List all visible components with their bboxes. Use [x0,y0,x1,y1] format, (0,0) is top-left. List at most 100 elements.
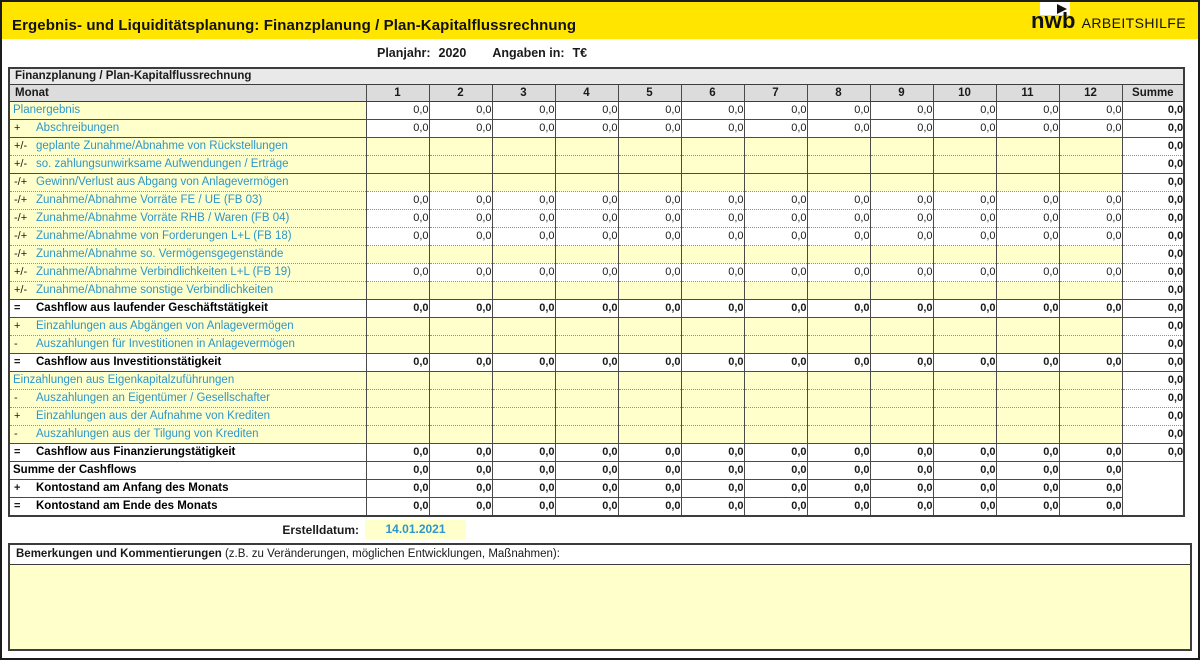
month-cell-6[interactable]: 0,0 [680,497,744,517]
month-cell-6[interactable] [680,173,744,192]
month-cell-8[interactable]: 0,0 [806,263,870,282]
month-cell-12[interactable] [1058,281,1122,300]
month-cell-2[interactable]: 0,0 [428,101,492,120]
month-cell-4[interactable]: 0,0 [554,101,618,120]
month-cell-4[interactable]: 0,0 [554,227,618,246]
month-cell-4[interactable] [554,335,618,354]
month-cell-4[interactable]: 0,0 [554,119,618,138]
month-cell-12[interactable] [1058,155,1122,174]
month-cell-8[interactable]: 0,0 [806,353,870,372]
month-cell-8[interactable] [806,173,870,192]
month-cell-10[interactable]: 0,0 [932,191,996,210]
month-cell-5[interactable]: 0,0 [617,119,681,138]
month-cell-1[interactable] [365,371,429,390]
sum-cell[interactable]: 0,0 [1121,119,1185,138]
month-cell-4[interactable] [554,155,618,174]
month-cell-3[interactable]: 0,0 [491,101,555,120]
month-cell-2[interactable] [428,281,492,300]
month-cell-8[interactable] [806,425,870,444]
month-cell-2[interactable] [428,407,492,426]
month-cell-12[interactable]: 0,0 [1058,101,1122,120]
month-cell-9[interactable] [869,245,933,264]
month-cell-9[interactable]: 0,0 [869,119,933,138]
month-cell-9[interactable]: 0,0 [869,443,933,462]
month-cell-5[interactable]: 0,0 [617,263,681,282]
month-cell-12[interactable]: 0,0 [1058,299,1122,318]
month-cell-4[interactable]: 0,0 [554,353,618,372]
month-cell-4[interactable] [554,173,618,192]
month-cell-2[interactable]: 0,0 [428,263,492,282]
month-cell-8[interactable]: 0,0 [806,119,870,138]
month-cell-1[interactable]: 0,0 [365,479,429,498]
erstelldatum-value-cell[interactable]: 14.01.2021 [365,520,466,539]
month-cell-6[interactable]: 0,0 [680,353,744,372]
sum-cell[interactable]: 0,0 [1121,281,1185,300]
month-cell-7[interactable]: 0,0 [743,209,807,228]
month-cell-3[interactable]: 0,0 [491,263,555,282]
month-cell-1[interactable]: 0,0 [365,101,429,120]
month-cell-7[interactable] [743,425,807,444]
month-cell-7[interactable]: 0,0 [743,227,807,246]
month-cell-3[interactable]: 0,0 [491,119,555,138]
month-cell-8[interactable] [806,389,870,408]
month-cell-1[interactable] [365,245,429,264]
month-cell-10[interactable]: 0,0 [932,443,996,462]
month-cell-1[interactable]: 0,0 [365,353,429,372]
month-cell-5[interactable] [617,335,681,354]
month-cell-8[interactable]: 0,0 [806,461,870,480]
month-cell-7[interactable] [743,155,807,174]
month-cell-9[interactable]: 0,0 [869,263,933,282]
month-cell-12[interactable]: 0,0 [1058,443,1122,462]
month-cell-11[interactable] [995,335,1059,354]
month-cell-9[interactable] [869,317,933,336]
month-cell-10[interactable]: 0,0 [932,119,996,138]
month-cell-7[interactable]: 0,0 [743,119,807,138]
month-cell-10[interactable]: 0,0 [932,479,996,498]
month-cell-7[interactable] [743,317,807,336]
month-cell-9[interactable] [869,155,933,174]
month-cell-11[interactable] [995,173,1059,192]
month-cell-12[interactable]: 0,0 [1058,497,1122,517]
month-cell-6[interactable]: 0,0 [680,263,744,282]
month-cell-12[interactable] [1058,371,1122,390]
month-cell-1[interactable] [365,281,429,300]
month-cell-1[interactable]: 0,0 [365,461,429,480]
month-cell-1[interactable]: 0,0 [365,227,429,246]
month-cell-9[interactable] [869,137,933,156]
month-cell-10[interactable] [932,155,996,174]
month-cell-2[interactable]: 0,0 [428,497,492,517]
month-cell-5[interactable]: 0,0 [617,443,681,462]
sum-cell[interactable]: 0,0 [1121,407,1185,426]
sum-cell[interactable]: 0,0 [1121,209,1185,228]
month-cell-3[interactable]: 0,0 [491,479,555,498]
month-cell-3[interactable] [491,281,555,300]
month-cell-12[interactable] [1058,173,1122,192]
month-cell-4[interactable] [554,281,618,300]
month-cell-6[interactable]: 0,0 [680,191,744,210]
month-cell-5[interactable]: 0,0 [617,299,681,318]
month-cell-11[interactable] [995,425,1059,444]
month-cell-1[interactable] [365,173,429,192]
month-cell-2[interactable] [428,155,492,174]
month-cell-8[interactable] [806,245,870,264]
month-cell-1[interactable]: 0,0 [365,299,429,318]
month-cell-7[interactable]: 0,0 [743,299,807,318]
month-cell-9[interactable]: 0,0 [869,497,933,517]
month-cell-5[interactable]: 0,0 [617,101,681,120]
month-cell-2[interactable]: 0,0 [428,353,492,372]
month-cell-1[interactable] [365,155,429,174]
month-cell-11[interactable]: 0,0 [995,479,1059,498]
sum-cell[interactable]: 0,0 [1121,101,1185,120]
month-cell-3[interactable] [491,389,555,408]
month-cell-10[interactable]: 0,0 [932,101,996,120]
month-cell-8[interactable]: 0,0 [806,101,870,120]
month-cell-12[interactable] [1058,407,1122,426]
month-cell-5[interactable] [617,173,681,192]
month-cell-9[interactable]: 0,0 [869,191,933,210]
month-cell-3[interactable]: 0,0 [491,497,555,517]
month-cell-10[interactable]: 0,0 [932,209,996,228]
month-cell-11[interactable] [995,389,1059,408]
month-cell-7[interactable] [743,389,807,408]
month-cell-6[interactable] [680,335,744,354]
month-cell-4[interactable]: 0,0 [554,191,618,210]
